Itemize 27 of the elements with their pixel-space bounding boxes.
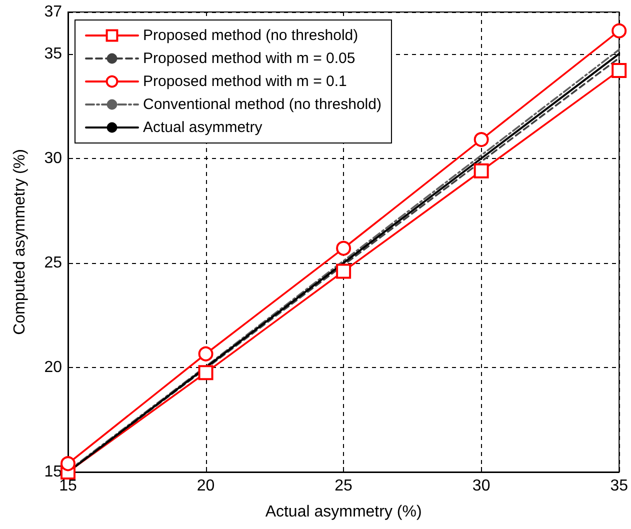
point: [474, 163, 489, 178]
point: [336, 264, 352, 279]
y-tick-label: 35: [44, 45, 62, 62]
legend-label: Actual asymmetry: [143, 119, 263, 136]
legend-label: Proposed method (no threshold): [143, 27, 358, 44]
y-tick-label: 25: [44, 254, 62, 272]
x-tick-label: 15: [59, 478, 77, 494]
x-tick-label: 20: [196, 478, 215, 494]
point: [198, 346, 214, 362]
x-axis-title: Actual asymmetry (%): [265, 504, 422, 520]
legend-label: Conventional method (no threshold): [143, 96, 382, 113]
legend-label: Proposed method with m = 0.1: [143, 73, 347, 90]
y-tick-label: 37: [44, 4, 62, 20]
point: [612, 63, 627, 78]
x-tick-label: 30: [472, 478, 490, 494]
x-tick-label: 25: [334, 478, 353, 494]
point: [60, 456, 76, 472]
y-axis-title: Computed asymmetry (%): [12, 149, 28, 335]
y-tick-label: 15: [44, 464, 62, 480]
y-tick-label: 20: [44, 358, 62, 376]
x-tick-label: 35: [610, 478, 628, 494]
point: [198, 365, 214, 380]
point: [474, 132, 489, 148]
point: [336, 240, 352, 256]
y-tick-label: 30: [44, 150, 62, 167]
legend-label: Proposed method with m = 0.05: [143, 50, 356, 67]
point: [612, 23, 627, 38]
